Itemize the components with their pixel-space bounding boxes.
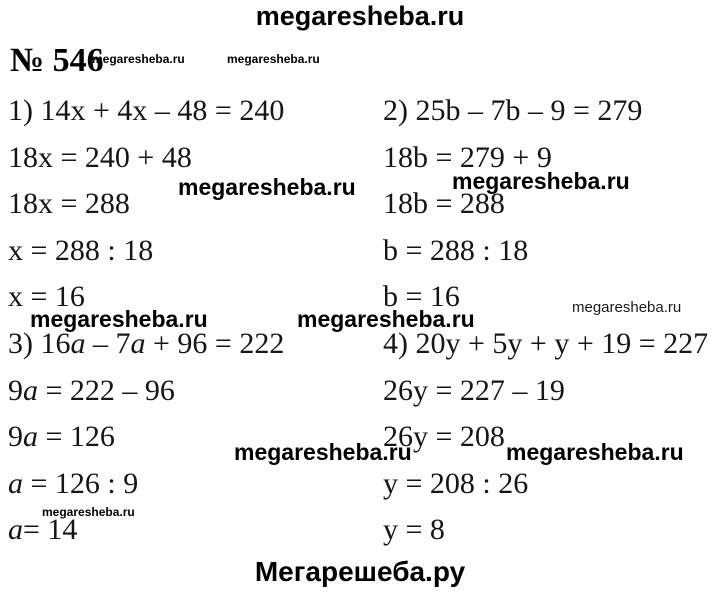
equation-line: 26y = 227 – 19 <box>383 368 708 415</box>
equation-line: 9a = 126 <box>8 414 284 461</box>
watermark-row5-center: megaresheba.ru <box>297 306 475 332</box>
watermark-row8-right: megaresheba.ru <box>506 439 684 465</box>
equation-line: 3) 16a – 7a + 96 = 222 <box>8 321 284 368</box>
equation-line: 26y = 208 <box>383 414 708 461</box>
equation-text: 1) 14x + 4x – 48 = 240 <box>8 94 285 127</box>
equation-text: 26y = 208 <box>383 420 505 454</box>
equation-text: b = 16 <box>383 280 460 314</box>
equation-text: 26y = 227 – 19 <box>383 373 565 407</box>
equation-line: b = 288 : 18 <box>383 228 708 275</box>
equation-line: b = 16 <box>383 274 708 321</box>
equation-text: 18x = 288 <box>8 187 130 221</box>
watermark-row5-left: megaresheba.ru <box>30 306 208 332</box>
equation-line: a= 14 <box>8 507 284 554</box>
equation-line: 18b = 288 <box>383 181 708 228</box>
watermark-superscript-2: megaresheba.ru <box>227 52 320 66</box>
equation-line: 18x = 240 + 48 <box>8 135 284 182</box>
watermark-col2-middle: megaresheba.ru <box>452 168 630 194</box>
watermark-site-header: megaresheba.ru <box>255 1 465 31</box>
equation-text: + 96 = 222 <box>145 326 285 360</box>
equation-variable: a <box>70 326 86 360</box>
watermark-row8-left: megaresheba.ru <box>234 439 412 465</box>
equations-column-1: 1) 14x + 4x – 48 = 240 18x = 240 + 48 18x … <box>8 88 284 554</box>
equations-column-2: 2) 25b – 7b – 9 = 279 18b = 279 + 9 18b = … <box>383 88 708 554</box>
equation-text: – 7 <box>85 326 131 360</box>
equation-text: x = 16 <box>8 280 85 314</box>
watermark-col1-middle: megaresheba.ru <box>178 174 356 200</box>
watermark-row5-right: megaresheba.ru <box>572 299 682 316</box>
equation-line: y = 208 : 26 <box>383 461 708 508</box>
watermark-site-footer: Мегарешеба.ру <box>254 556 466 587</box>
equation-text: 2) 25b – 7b – 9 = 279 <box>383 94 643 127</box>
equation-variable: a <box>130 326 146 360</box>
equation-variable: a <box>8 513 23 547</box>
equation-line: y = 8 <box>383 507 708 554</box>
problem-number: № 546 <box>10 42 104 79</box>
equation-text: x = 288 : 18 <box>8 233 154 267</box>
equation-line: 4) 20y + 5y + y + 19 = 227 <box>383 321 708 368</box>
equation-line: a = 126 : 9 <box>8 461 284 508</box>
equation-variable: a <box>23 420 38 454</box>
equation-variable: a <box>23 373 38 407</box>
equation-text: b = 288 : 18 <box>383 233 529 267</box>
equation-text: 3) 16 <box>8 326 71 360</box>
equation-text: 18x = 240 + 48 <box>8 140 192 174</box>
equation-line: x = 288 : 18 <box>8 228 284 275</box>
equation-text: 18b = 279 + 9 <box>383 140 552 174</box>
watermark-row9-small: megaresheba.ru <box>42 505 135 519</box>
equation-text: = 126 : 9 <box>23 466 139 500</box>
equation-text: y = 208 : 26 <box>383 466 529 500</box>
equation-text: = 222 – 96 <box>38 373 175 407</box>
equation-line: 9a = 222 – 96 <box>8 368 284 415</box>
equation-text: = 126 <box>38 420 115 454</box>
equation-text: 18b = 288 <box>383 187 505 221</box>
equation-text: 9 <box>8 420 23 454</box>
equation-line: 18b = 279 + 9 <box>383 135 708 182</box>
equation-text: 9 <box>8 373 23 407</box>
watermark-superscript-1: megaresheba.ru <box>92 52 185 66</box>
equation-variable: a <box>8 466 23 500</box>
equation-text: y = 8 <box>383 513 445 547</box>
equation-line: 1) 14x + 4x – 48 = 240 <box>8 88 284 135</box>
equation-text: 4) 20y + 5y + y + 19 = 227 <box>383 326 709 360</box>
equation-line: 2) 25b – 7b – 9 = 279 <box>383 88 708 135</box>
equation-line: 18x = 288 <box>8 181 284 228</box>
equation-line: x = 16 <box>8 274 284 321</box>
equation-text: = 14 <box>23 513 78 547</box>
